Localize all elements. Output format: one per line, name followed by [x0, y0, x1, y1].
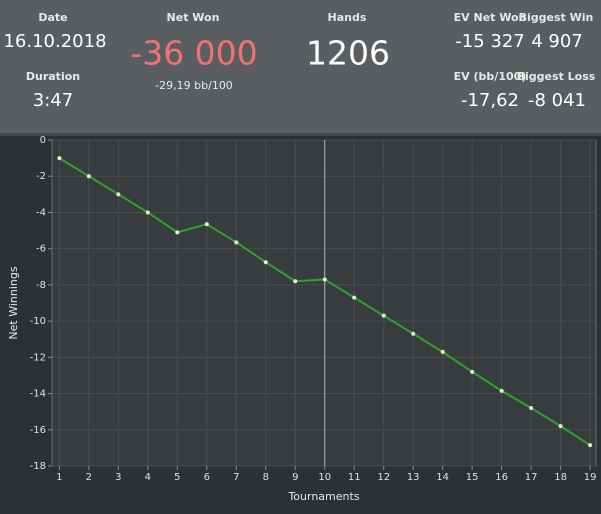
y-tick-label: -12	[30, 352, 46, 363]
net-won-bb: -29,19 bb/100	[155, 79, 233, 92]
point	[175, 230, 180, 235]
point	[293, 279, 298, 284]
stat-value: 16.10.2018	[3, 31, 106, 52]
y-tick-label: -2	[36, 171, 46, 182]
stat-label: EV Net Won	[454, 11, 527, 24]
hands-value: 1206	[306, 34, 390, 73]
y-tick-label: -16	[30, 425, 46, 436]
x-tick-label: 17	[525, 472, 538, 483]
y-tick-label: -14	[30, 389, 46, 400]
point	[440, 349, 445, 354]
x-tick-label: 5	[174, 472, 180, 483]
y-tick-label: 0	[40, 135, 46, 146]
point	[86, 174, 91, 179]
point	[322, 277, 327, 282]
stat-label: Date	[38, 11, 67, 24]
point	[352, 295, 357, 300]
stat-value: 4 907	[531, 31, 583, 52]
stat-label: Hands	[328, 11, 367, 24]
stat-label: Net Won	[167, 11, 220, 24]
net-won-value: -36 000	[130, 34, 257, 73]
stat-value: -8 041	[528, 90, 586, 111]
stat-value: 3:47	[33, 90, 73, 111]
point	[558, 424, 563, 429]
x-tick-label: 19	[584, 472, 597, 483]
stat-label: Biggest Loss	[517, 70, 596, 83]
x-tick-label: 14	[436, 472, 449, 483]
x-tick-label: 8	[263, 472, 269, 483]
x-tick-label: 7	[233, 472, 239, 483]
x-tick-label: 10	[318, 472, 331, 483]
x-tick-label: 1	[56, 472, 62, 483]
divider	[0, 133, 601, 136]
point	[499, 388, 504, 393]
y-tick-label: -4	[36, 207, 46, 218]
point	[529, 406, 534, 411]
stat-label: Biggest Win	[519, 11, 594, 24]
x-tick-label: 15	[466, 472, 479, 483]
x-tick-label: 12	[377, 472, 390, 483]
point	[588, 443, 593, 448]
stats-panel	[0, 0, 601, 133]
x-tick-label: 6	[204, 472, 210, 483]
x-tick-label: 13	[407, 472, 420, 483]
x-tick-label: 2	[86, 472, 92, 483]
x-tick-label: 4	[145, 472, 151, 483]
point	[145, 210, 150, 215]
x-tick-label: 18	[554, 472, 567, 483]
point	[381, 313, 386, 318]
x-tick-label: 3	[115, 472, 121, 483]
y-tick-label: -10	[30, 316, 46, 327]
point	[116, 192, 121, 197]
y-tick-label: -8	[36, 280, 46, 291]
x-tick-label: 16	[495, 472, 508, 483]
point	[263, 260, 268, 265]
y-tick-label: -18	[30, 461, 46, 472]
y-axis-label: Net Winnings	[7, 266, 20, 339]
point	[411, 331, 416, 336]
x-tick-label: 11	[348, 472, 361, 483]
stat-value: -17,62	[461, 90, 519, 111]
plot-area	[51, 139, 597, 467]
point	[234, 240, 239, 245]
y-tick-label: -6	[36, 244, 46, 255]
point	[204, 222, 209, 227]
stat-label: Duration	[26, 70, 80, 83]
point	[470, 369, 475, 374]
x-tick-label: 9	[292, 472, 298, 483]
x-axis-label: Tournaments	[287, 490, 359, 503]
stat-value: -15 327	[455, 31, 524, 52]
point	[57, 156, 62, 161]
stat-label: EV (bb/100)	[454, 70, 527, 83]
